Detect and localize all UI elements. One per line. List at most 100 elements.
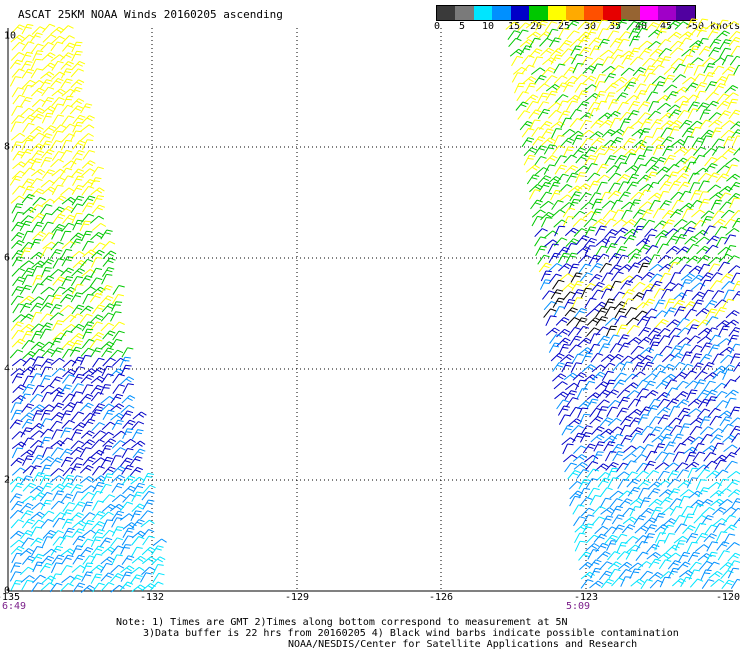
wind-barb [552, 297, 565, 308]
wind-barb [651, 64, 665, 74]
wind-barb [19, 475, 33, 486]
wind-barb [585, 308, 600, 317]
wind-barb [10, 580, 22, 591]
wind-barb [11, 232, 25, 242]
wind-barb [52, 490, 65, 501]
wind-barb [673, 535, 688, 544]
wind-barb [649, 48, 664, 57]
wind-barb [697, 487, 710, 498]
wind-barb [637, 414, 649, 425]
wind-barb [722, 506, 737, 515]
wind-barb [588, 107, 600, 119]
wind-barb [593, 153, 605, 164]
wind-barb [29, 485, 44, 494]
wind-barb [699, 416, 711, 427]
wind-barb [601, 370, 614, 382]
wind-barb [30, 132, 45, 142]
wind-barb [645, 470, 660, 480]
wind-barb [639, 570, 653, 580]
wind-barb [100, 395, 115, 404]
wind-barb [679, 489, 694, 497]
wind-barb [573, 516, 586, 527]
wind-barb [121, 535, 135, 546]
wind-barb [640, 271, 655, 281]
wind-barb [62, 393, 76, 403]
wind-barb [680, 363, 694, 374]
wind-barb [708, 47, 721, 57]
wind-barb [21, 178, 35, 188]
wind-barb [679, 423, 691, 435]
wind-barb [21, 403, 35, 413]
wind-barb [607, 172, 622, 182]
wind-barb [69, 105, 84, 115]
wind-barb [111, 301, 123, 312]
wind-barb [20, 107, 35, 117]
wind-barb [690, 362, 704, 373]
wind-barb [702, 57, 716, 66]
wind-barb [594, 74, 606, 85]
wind-barb [9, 349, 24, 359]
wind-barb [72, 121, 84, 133]
wind-barb [614, 154, 627, 165]
wind-barb [688, 182, 700, 193]
wind-barb [91, 166, 104, 177]
wind-barb [632, 67, 647, 77]
wind-barb [60, 293, 74, 304]
wind-barb [72, 582, 86, 593]
wind-barb [90, 384, 104, 395]
wind-barb [541, 128, 554, 139]
wind-barb [647, 488, 661, 498]
wind-barb [686, 243, 699, 254]
wind-barb [593, 533, 607, 543]
wind-barb [688, 45, 700, 57]
wind-barb [32, 472, 45, 483]
wind-barb [49, 304, 63, 314]
wind-barb [621, 54, 634, 65]
wind-barb [70, 446, 84, 456]
wind-barb [694, 82, 708, 92]
wind-barb [151, 556, 166, 565]
wind-barb [617, 38, 630, 49]
wind-barb [132, 411, 147, 420]
wind-barb [72, 175, 84, 186]
wind-barb [39, 562, 53, 573]
wind-barb [545, 315, 557, 327]
wind-barb [572, 432, 585, 443]
wind-barb [633, 515, 646, 525]
wind-barb [622, 453, 637, 461]
wind-barb [674, 95, 689, 104]
wind-barb [537, 175, 552, 185]
wind-barb [720, 423, 734, 434]
wind-barb [696, 102, 709, 112]
wind-barb [11, 358, 27, 367]
wind-barb [667, 567, 680, 579]
legend-swatch [510, 6, 530, 20]
wind-barb [717, 261, 730, 272]
wind-barb [51, 130, 64, 142]
wind-barb [91, 222, 107, 231]
wind-barb [698, 198, 711, 210]
wind-barb [142, 484, 156, 494]
wind-barb [661, 210, 676, 220]
wind-barb [539, 37, 553, 47]
wind-barb [701, 362, 715, 372]
wind-barb [40, 258, 54, 268]
wind-barb [637, 256, 653, 264]
wind-barb [677, 337, 692, 345]
wind-barb [590, 208, 603, 220]
wind-barb [582, 514, 595, 525]
wind-barb [614, 227, 629, 237]
wind-barb [660, 433, 673, 444]
wind-barb [62, 95, 74, 107]
wind-barb [131, 503, 146, 513]
wind-barb [616, 324, 628, 336]
wind-barb [632, 362, 645, 373]
wind-barb [678, 495, 690, 507]
wind-barb [647, 40, 662, 49]
wind-barb [112, 330, 125, 341]
legend-label: >50 knots [685, 21, 740, 32]
wind-barb [50, 562, 63, 574]
wind-barb [681, 127, 695, 138]
wind-barb [637, 101, 651, 111]
wind-barb [689, 199, 703, 210]
